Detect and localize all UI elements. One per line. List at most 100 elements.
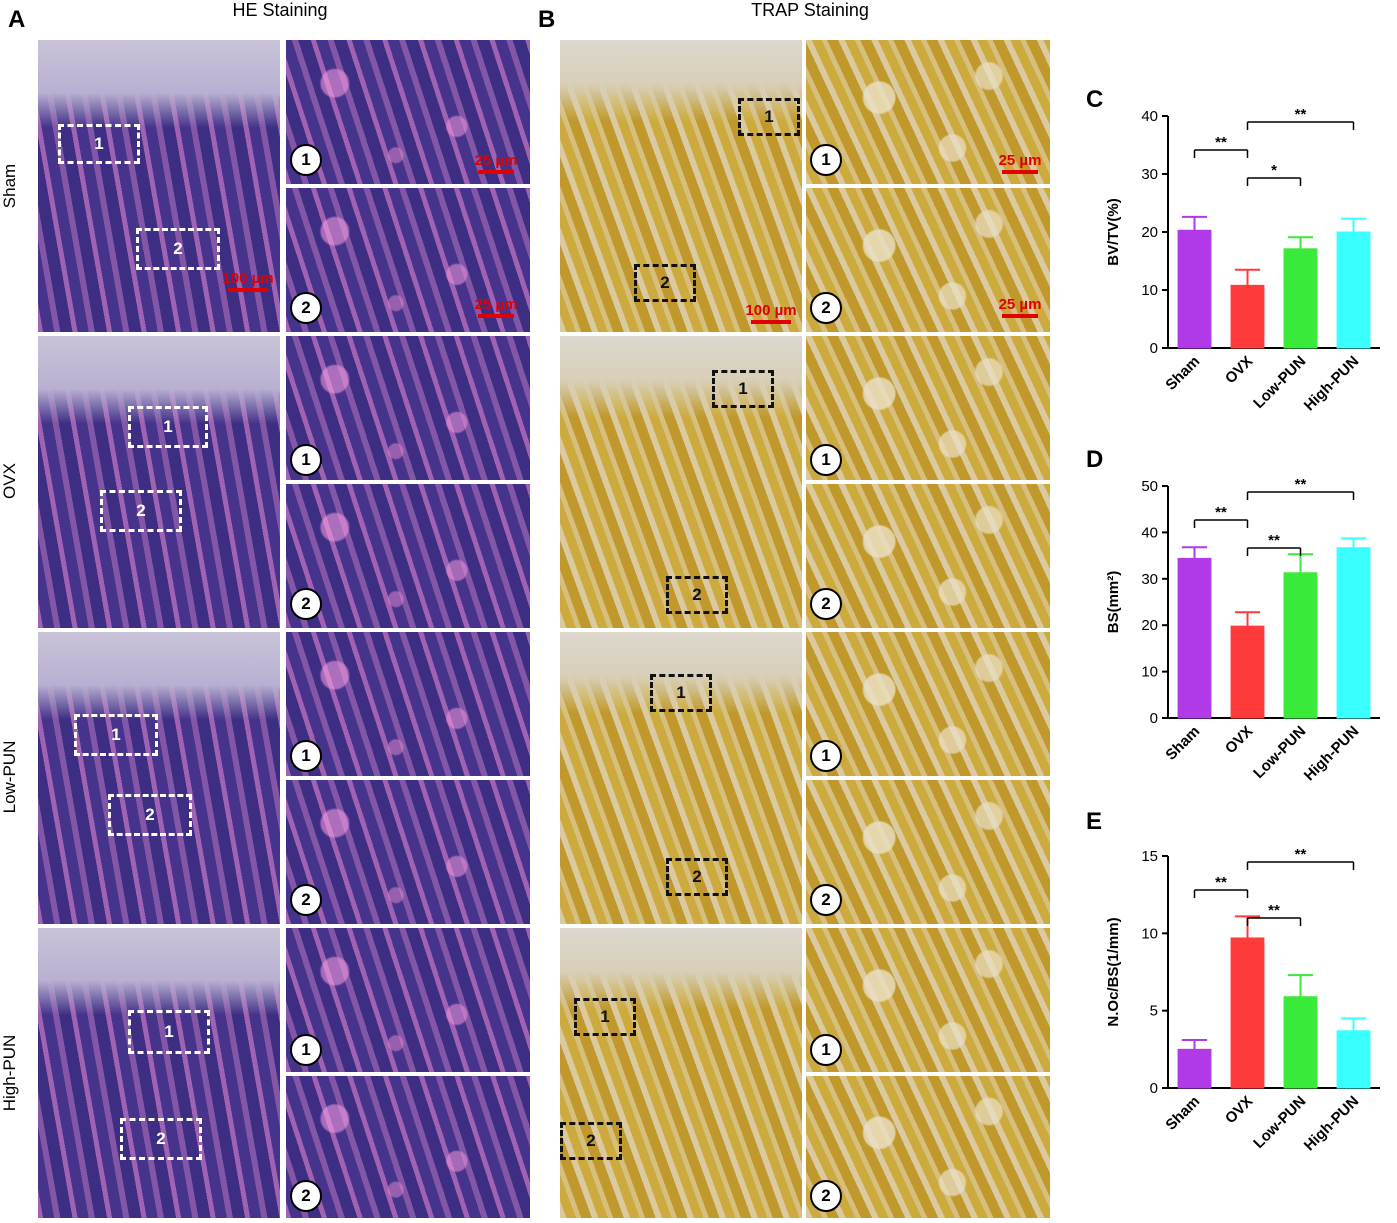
y-tick-label: 40: [1141, 524, 1158, 541]
y-tick-label: 10: [1141, 282, 1158, 299]
trap-sham-zoom-2: 2 25 µm: [806, 188, 1050, 332]
he-low-pun-zoom-1: 1: [286, 632, 530, 776]
he-high-pun-zoom-1: 1: [286, 928, 530, 1072]
y-tick-label: 10: [1141, 664, 1158, 681]
scale-bar-25um: 25 µm: [468, 296, 524, 318]
y-tick-label: 40: [1141, 108, 1158, 125]
roi-marker-2: 2: [290, 292, 322, 324]
significance-label: **: [1295, 846, 1307, 863]
row-label-low-pun: Low-PUN: [0, 740, 19, 814]
bar: [1283, 572, 1318, 719]
y-axis-label: BS(mm²): [1105, 571, 1122, 634]
roi-marker-2: 2: [290, 588, 322, 620]
trap-sham-zoom-1: 1 25 µm: [806, 40, 1050, 184]
significance-label: **: [1295, 476, 1307, 493]
y-tick-label: 30: [1141, 571, 1158, 588]
x-tick-label: Sham: [1162, 723, 1203, 764]
roi-marker-2: 2: [810, 588, 842, 620]
bar: [1336, 547, 1371, 719]
trap-low-pun-zoom-1: 1: [806, 632, 1050, 776]
significance-label: **: [1268, 532, 1280, 549]
roi-box-2: 2: [120, 1118, 202, 1160]
roi-marker-1: 1: [810, 1034, 842, 1066]
bar: [1336, 1030, 1371, 1089]
roi-box-2: 2: [108, 794, 192, 836]
he-high-pun-overview: 1 2: [38, 928, 280, 1218]
trap-sham-overview: 1 2 100 µm: [560, 40, 802, 332]
bar: [1230, 625, 1265, 719]
row-label-high-pun: High-PUN: [0, 1034, 19, 1112]
he-low-pun-zoom-2: 2: [286, 780, 530, 924]
roi-marker-2: 2: [810, 884, 842, 916]
trap-high-pun-zoom-1: 1: [806, 928, 1050, 1072]
he-sham-overview: 1 2 100 µm: [38, 40, 280, 332]
bar: [1283, 248, 1318, 349]
bar: [1283, 996, 1318, 1089]
he-sham-zoom-1: 1 25 µm: [286, 40, 530, 184]
he-high-pun-zoom-2: 2: [286, 1076, 530, 1218]
y-tick-label: 20: [1141, 224, 1158, 241]
trap-staining-title: TRAP Staining: [751, 0, 869, 20]
roi-marker-1: 1: [290, 444, 322, 476]
x-tick-label: Sham: [1162, 1093, 1203, 1134]
roi-marker-1: 1: [290, 144, 322, 176]
x-tick-label: Sham: [1162, 353, 1203, 394]
y-axis-label: BV/TV(%): [1105, 198, 1122, 266]
y-tick-label: 5: [1150, 1003, 1158, 1020]
y-tick-label: 30: [1141, 166, 1158, 183]
scale-bar-100um: 100 µm: [218, 270, 278, 292]
roi-box-1: 1: [128, 406, 208, 448]
y-tick-label: 0: [1150, 710, 1158, 727]
panel-letter-b: B: [538, 6, 556, 33]
roi-marker-1: 1: [290, 740, 322, 772]
scale-bar-25um: 25 µm: [992, 296, 1048, 318]
he-ovx-zoom-1: 1: [286, 336, 530, 480]
he-sham-zoom-2: 2 25 µm: [286, 188, 530, 332]
he-staining-title: HE Staining: [232, 0, 328, 20]
he-low-pun-overview: 1 2: [38, 632, 280, 924]
significance-label: **: [1215, 874, 1227, 891]
panel-letter-e: E: [1086, 808, 1103, 835]
y-tick-label: 50: [1141, 478, 1158, 495]
roi-marker-2: 2: [810, 1180, 842, 1212]
roi-marker-1: 1: [810, 444, 842, 476]
panel-letter-d: D: [1086, 446, 1104, 473]
roi-box-1: 1: [574, 998, 636, 1036]
x-tick-label: High-PUN: [1301, 1093, 1363, 1155]
roi-box-1: 1: [738, 98, 800, 136]
trap-low-pun-zoom-2: 2: [806, 780, 1050, 924]
y-tick-label: 15: [1141, 848, 1158, 865]
panel-letter-c: C: [1086, 86, 1104, 113]
row-label-sham: Sham: [0, 163, 19, 209]
y-tick-label: 20: [1141, 617, 1158, 634]
bar: [1336, 231, 1371, 349]
scale-bar-25um: 25 µm: [468, 152, 524, 174]
y-tick-label: 0: [1150, 340, 1158, 357]
roi-box-1: 1: [58, 124, 140, 164]
roi-box-2: 2: [100, 490, 182, 532]
trap-ovx-overview: 1 2: [560, 336, 802, 628]
significance-label: **: [1215, 504, 1227, 521]
y-axis-label: N.Oc/BS(1/mm): [1105, 917, 1122, 1026]
trap-high-pun-overview: 1 2: [560, 928, 802, 1218]
significance-label: *: [1271, 162, 1277, 179]
scale-bar-25um: 25 µm: [992, 152, 1048, 174]
x-tick-label: OVX: [1222, 723, 1256, 757]
roi-marker-2: 2: [290, 1180, 322, 1212]
x-tick-label: OVX: [1222, 353, 1256, 387]
x-tick-label: High-PUN: [1301, 723, 1363, 785]
y-tick-label: 0: [1150, 1080, 1158, 1097]
roi-box-2: 2: [666, 576, 728, 614]
bar: [1177, 1048, 1212, 1089]
roi-marker-2: 2: [810, 292, 842, 324]
bar: [1230, 937, 1265, 1089]
significance-label: **: [1268, 902, 1280, 919]
roi-marker-1: 1: [810, 740, 842, 772]
he-ovx-overview: 1 2: [38, 336, 280, 628]
scale-bar-100um: 100 µm: [740, 302, 802, 324]
trap-ovx-zoom-2: 2: [806, 484, 1050, 628]
trap-low-pun-overview: 1 2: [560, 632, 802, 924]
